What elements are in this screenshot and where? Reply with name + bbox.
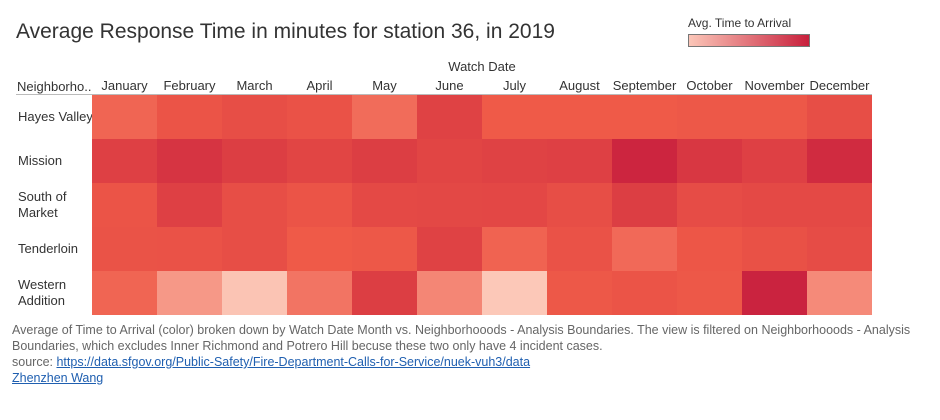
heatmap-cell[interactable] bbox=[807, 271, 872, 315]
heatmap-cell[interactable] bbox=[547, 95, 612, 139]
row-label-tenderloin: Tenderloin bbox=[18, 241, 78, 256]
x-axis-title: Watch Date bbox=[448, 59, 516, 74]
heatmap-cell[interactable] bbox=[157, 271, 222, 315]
column-label-march: March bbox=[236, 78, 272, 93]
heatmap-cell[interactable] bbox=[222, 95, 287, 139]
heatmap-cell[interactable] bbox=[352, 139, 417, 183]
column-label-november: November bbox=[745, 78, 806, 93]
heatmap-cell[interactable] bbox=[417, 271, 482, 315]
heatmap-cell[interactable] bbox=[742, 227, 807, 271]
chart-title: Average Response Time in minutes for sta… bbox=[16, 20, 555, 43]
heatmap-cell[interactable] bbox=[482, 271, 547, 315]
heatmap-cell[interactable] bbox=[612, 271, 677, 315]
heatmap-cell[interactable] bbox=[482, 227, 547, 271]
heatmap-cell[interactable] bbox=[287, 139, 352, 183]
row-label-mission: Mission bbox=[18, 153, 62, 168]
heatmap-cell[interactable] bbox=[92, 95, 157, 139]
heatmap-cell[interactable] bbox=[222, 271, 287, 315]
column-label-may: May bbox=[372, 78, 397, 93]
row-label-western-addition: Western Addition bbox=[18, 277, 66, 308]
heatmap-cell[interactable] bbox=[417, 227, 482, 271]
column-label-february: February bbox=[163, 78, 216, 93]
heatmap-cell[interactable] bbox=[157, 95, 222, 139]
heatmap-cell[interactable] bbox=[352, 95, 417, 139]
legend-title: Avg. Time to Arrival bbox=[688, 16, 792, 30]
source-prefix: source: bbox=[12, 355, 57, 369]
heatmap-cell[interactable] bbox=[742, 95, 807, 139]
heatmap-cell[interactable] bbox=[92, 271, 157, 315]
heatmap-cell[interactable] bbox=[417, 139, 482, 183]
heatmap-cell[interactable] bbox=[547, 183, 612, 227]
heatmap-cell[interactable] bbox=[287, 227, 352, 271]
heatmap-cell[interactable] bbox=[547, 139, 612, 183]
column-label-september: September bbox=[613, 78, 677, 93]
row-label-hayes-valley: Hayes Valley bbox=[18, 109, 93, 124]
heatmap-cell[interactable] bbox=[417, 95, 482, 139]
heatmap-cell[interactable] bbox=[612, 183, 677, 227]
heatmap-cell[interactable] bbox=[352, 271, 417, 315]
header-divider bbox=[16, 94, 872, 95]
column-label-october: October bbox=[686, 78, 733, 93]
heatmap-cell[interactable] bbox=[92, 183, 157, 227]
heatmap-cell[interactable] bbox=[742, 139, 807, 183]
heatmap-cell[interactable] bbox=[92, 139, 157, 183]
heatmap-cell[interactable] bbox=[677, 227, 742, 271]
heatmap-cell[interactable] bbox=[222, 227, 287, 271]
heatmap-cell[interactable] bbox=[352, 183, 417, 227]
heatmap-cell[interactable] bbox=[287, 183, 352, 227]
heatmap-cell[interactable] bbox=[222, 183, 287, 227]
author-link[interactable]: Zhenzhen Wang bbox=[12, 371, 104, 385]
caption-description: Average of Time to Arrival (color) broke… bbox=[12, 323, 911, 353]
column-label-august: August bbox=[559, 78, 600, 93]
heatmap-cell[interactable] bbox=[157, 227, 222, 271]
legend-color-ramp bbox=[688, 34, 810, 47]
heatmap-cell[interactable] bbox=[807, 139, 872, 183]
heatmap-cell[interactable] bbox=[547, 271, 612, 315]
column-label-april: April bbox=[306, 78, 332, 93]
heatmap-cell[interactable] bbox=[92, 227, 157, 271]
column-label-june: June bbox=[435, 78, 463, 93]
heatmap-cell[interactable] bbox=[742, 271, 807, 315]
color-legend: Avg. Time to Arrival bbox=[688, 16, 810, 47]
heatmap-cell[interactable] bbox=[222, 139, 287, 183]
column-label-july: July bbox=[503, 78, 527, 93]
heatmap-cell[interactable] bbox=[482, 139, 547, 183]
heatmap-cell[interactable] bbox=[157, 139, 222, 183]
heatmap-cell[interactable] bbox=[352, 227, 417, 271]
row-field-header: Neighborho.. bbox=[17, 79, 92, 94]
column-label-january: January bbox=[101, 78, 148, 93]
heatmap-cell[interactable] bbox=[807, 183, 872, 227]
source-link[interactable]: https://data.sfgov.org/Public-Safety/Fir… bbox=[56, 355, 531, 369]
heatmap-cell[interactable] bbox=[482, 183, 547, 227]
heatmap-cell[interactable] bbox=[417, 183, 482, 227]
heatmap-cell[interactable] bbox=[612, 139, 677, 183]
row-label-south-of-market: South of Market bbox=[18, 189, 67, 220]
heatmap-cell[interactable] bbox=[677, 271, 742, 315]
heatmap-cell[interactable] bbox=[612, 95, 677, 139]
heatmap-cell[interactable] bbox=[807, 227, 872, 271]
heatmap-cell[interactable] bbox=[287, 271, 352, 315]
heatmap-cell[interactable] bbox=[677, 183, 742, 227]
heatmap-chart: January February March April May June July Augu… bbox=[18, 78, 872, 315]
heatmap-cell[interactable] bbox=[612, 227, 677, 271]
heatmap-cell[interactable] bbox=[287, 95, 352, 139]
chart-caption: Average of Time to Arrival (color) broke… bbox=[12, 322, 930, 386]
heatmap-cell[interactable] bbox=[807, 95, 872, 139]
heatmap-cell[interactable] bbox=[677, 95, 742, 139]
caption-source: source: https://data.sfgov.org/Public-Sa… bbox=[12, 354, 930, 370]
column-label-december: December bbox=[810, 78, 871, 93]
heatmap-cell[interactable] bbox=[482, 95, 547, 139]
heatmap-cell[interactable] bbox=[742, 183, 807, 227]
heatmap-cell[interactable] bbox=[677, 139, 742, 183]
heatmap-cell[interactable] bbox=[157, 183, 222, 227]
heatmap-cell[interactable] bbox=[547, 227, 612, 271]
